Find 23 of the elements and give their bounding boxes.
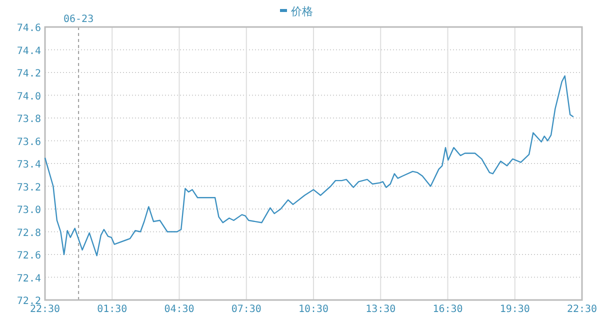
x-tick-label: 19:30 (500, 304, 530, 315)
x-tick-label: 10:30 (298, 304, 329, 315)
y-tick-label: 74.4 (16, 46, 41, 57)
x-tick-label: 13:30 (366, 304, 396, 315)
y-tick-label: 74.2 (16, 68, 41, 80)
y-tick-label: 74.6 (16, 23, 41, 34)
x-tick-label: 22:30 (566, 304, 598, 315)
x-tick-label: 22:30 (30, 304, 60, 315)
y-tick-label: 72.6 (16, 250, 41, 262)
x-tick-label: 16:30 (432, 304, 463, 315)
x-tick-label: 01:30 (97, 304, 128, 315)
y-tick-label: 73.6 (16, 136, 41, 148)
y-tick-label: 72.8 (16, 228, 41, 239)
y-tick-label: 73.0 (16, 205, 41, 216)
legend-label: 价格 (290, 5, 313, 18)
y-tick-label: 73.4 (16, 160, 41, 170)
y-tick-label: 72.4 (16, 273, 41, 284)
x-tick-label: 07:30 (231, 304, 262, 315)
x-tick-label: 04:30 (164, 304, 194, 315)
y-tick-label: 73.8 (16, 114, 41, 125)
y-tick-label: 74.0 (16, 91, 41, 102)
ref-line-label: 06-23 (64, 14, 94, 25)
y-tick-label: 73.2 (16, 182, 41, 194)
